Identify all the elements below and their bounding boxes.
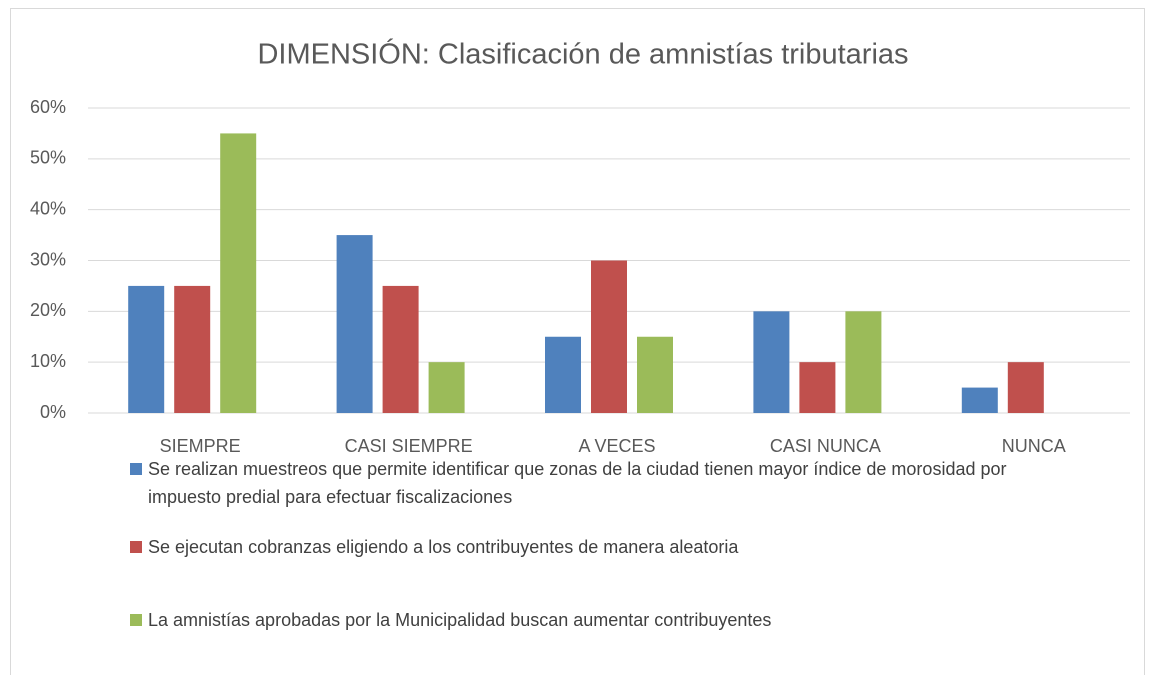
legend-label: La amnistías aprobadas por la Municipali…: [148, 610, 772, 630]
y-tick-label: 40%: [30, 198, 66, 218]
bar: [637, 336, 673, 413]
chart-title: DIMENSIÓN: Clasificación de amnistías tr…: [257, 38, 908, 71]
legend-item: La amnistías aprobadas por la Municipali…: [130, 606, 1030, 634]
x-tick-label: CASI NUNCA: [770, 436, 881, 456]
legend-swatch: [130, 541, 142, 553]
bar: [753, 311, 790, 413]
bar: [382, 285, 419, 413]
legend-label: Se ejecutan cobranzas eligiendo a los co…: [148, 537, 739, 557]
bar: [545, 336, 581, 413]
bar: [1007, 362, 1044, 413]
bar: [336, 235, 373, 413]
bar: [799, 362, 836, 413]
legend-label: Se realizan muestreos que permite identi…: [148, 459, 1007, 507]
legend-item: Se ejecutan cobranzas eligiendo a los co…: [130, 533, 1030, 561]
bar: [128, 285, 165, 413]
y-tick-label: 30%: [30, 249, 66, 269]
bar: [591, 260, 627, 413]
y-tick-label: 60%: [30, 97, 66, 117]
bar: [961, 387, 998, 413]
legend-item: Se realizan muestreos que permite identi…: [130, 455, 1030, 511]
x-tick-label: SIEMPRE: [160, 436, 241, 456]
legend-swatch: [130, 463, 142, 475]
x-tick-label: A VECES: [578, 436, 655, 456]
y-tick-label: 0%: [40, 402, 66, 422]
y-tick-label: 20%: [30, 300, 66, 320]
bar: [428, 362, 465, 413]
x-tick-label: CASI SIEMPRE: [345, 436, 473, 456]
chart-border: [10, 8, 1145, 675]
bar: [845, 311, 882, 413]
x-tick-label: NUNCA: [1002, 436, 1066, 456]
y-tick-label: 10%: [30, 351, 66, 371]
bar: [220, 133, 257, 413]
bar: [174, 285, 211, 413]
y-tick-label: 50%: [30, 148, 66, 168]
legend-swatch: [130, 614, 142, 626]
